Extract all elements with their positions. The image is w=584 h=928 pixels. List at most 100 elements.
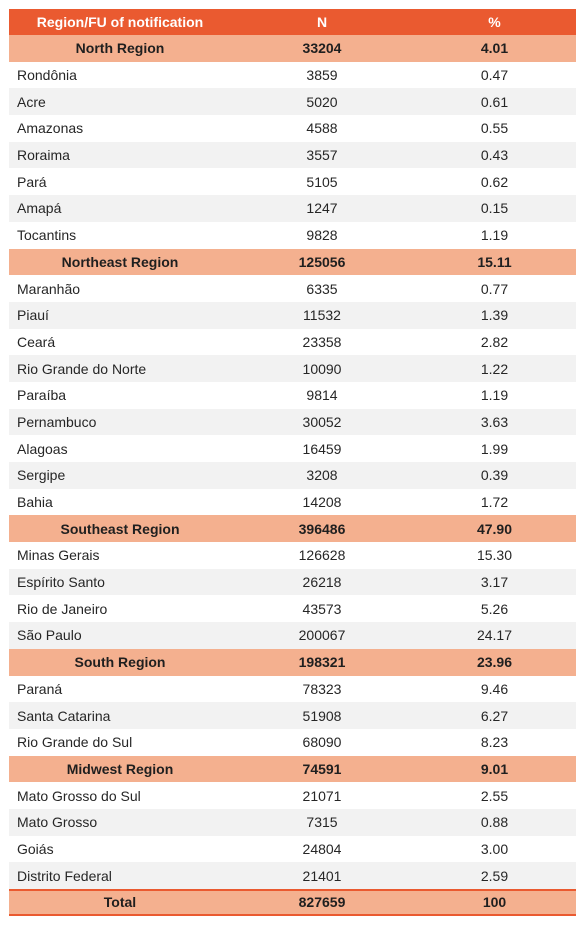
region-n: 33204 bbox=[302, 40, 342, 57]
state-name: Rio Grande do Norte bbox=[17, 360, 147, 377]
state-percent: 1.39 bbox=[480, 307, 509, 324]
state-n: 3208 bbox=[306, 467, 338, 484]
state-n: 16459 bbox=[302, 440, 342, 457]
state-n: 6335 bbox=[306, 280, 338, 297]
notification-table: Region/FU of notification N % North Regi… bbox=[9, 9, 576, 916]
region-name: South Region bbox=[74, 654, 166, 671]
state-row: Acre 5020 0.61 bbox=[9, 88, 576, 116]
state-name: Santa Catarina bbox=[17, 707, 111, 724]
state-row: Rondônia 3859 0.47 bbox=[9, 61, 576, 89]
state-row: Minas Gerais 126628 15.30 bbox=[9, 542, 576, 569]
state-row: Rio Grande do Sul 68090 8.23 bbox=[9, 728, 576, 756]
state-n: 21071 bbox=[302, 787, 342, 804]
state-row: Distrito Federal 21401 2.59 bbox=[9, 862, 576, 889]
state-percent: 0.77 bbox=[480, 280, 509, 297]
state-percent: 0.61 bbox=[480, 93, 509, 110]
state-percent: 9.46 bbox=[480, 680, 509, 697]
state-name: Rondônia bbox=[17, 67, 77, 84]
state-n: 7315 bbox=[306, 814, 338, 831]
state-name: Pernambuco bbox=[17, 413, 97, 430]
header-region: Region/FU of notification bbox=[36, 14, 204, 30]
state-name: Espírito Santo bbox=[17, 574, 105, 591]
region-percent: 15.11 bbox=[477, 253, 512, 270]
state-n: 126628 bbox=[298, 547, 346, 564]
state-name: Minas Gerais bbox=[17, 547, 100, 564]
state-percent: 6.27 bbox=[480, 707, 509, 724]
region-name: North Region bbox=[75, 40, 165, 57]
state-name: Ceará bbox=[17, 333, 56, 350]
state-n: 51908 bbox=[302, 707, 342, 724]
state-name: Mato Grosso do Sul bbox=[17, 787, 141, 804]
state-name: Paraíba bbox=[17, 387, 67, 404]
region-n: 74591 bbox=[302, 760, 342, 777]
state-percent: 1.19 bbox=[480, 387, 509, 404]
state-n: 1247 bbox=[306, 200, 338, 217]
state-name: Maranhão bbox=[17, 280, 81, 297]
state-name: Roraima bbox=[17, 147, 70, 164]
state-name: Piauí bbox=[17, 307, 49, 324]
state-n: 9814 bbox=[306, 387, 338, 404]
state-percent: 0.43 bbox=[480, 147, 509, 164]
state-n: 5105 bbox=[306, 173, 338, 190]
state-row: Goiás 24804 3.00 bbox=[9, 835, 576, 863]
state-row: Piauí 11532 1.39 bbox=[9, 301, 576, 329]
region-row: Southeast Region 396486 47.90 bbox=[9, 515, 576, 543]
state-n: 3859 bbox=[306, 67, 338, 84]
state-n: 43573 bbox=[302, 600, 342, 617]
state-name: Alagoas bbox=[17, 440, 68, 457]
state-percent: 0.55 bbox=[480, 120, 509, 137]
total-label: Total bbox=[103, 894, 137, 911]
state-percent: 3.17 bbox=[480, 574, 509, 591]
state-row: Pará 5105 0.62 bbox=[9, 168, 576, 196]
state-row: Alagoas 16459 1.99 bbox=[9, 435, 576, 462]
state-name: Acre bbox=[17, 93, 46, 110]
state-n: 14208 bbox=[302, 494, 342, 511]
state-name: Rio de Janeiro bbox=[17, 600, 108, 617]
header-percent: % bbox=[488, 14, 501, 30]
state-name: Amazonas bbox=[17, 120, 84, 137]
state-name: Pará bbox=[17, 173, 47, 190]
state-name: Sergipe bbox=[17, 467, 66, 484]
state-percent: 1.72 bbox=[480, 494, 509, 511]
state-percent: 15.30 bbox=[476, 547, 513, 564]
state-name: Tocantins bbox=[17, 227, 77, 244]
state-row: Maranhão 6335 0.77 bbox=[9, 275, 576, 302]
state-row: Tocantins 9828 1.19 bbox=[9, 221, 576, 249]
region-percent: 47.90 bbox=[476, 520, 513, 537]
state-name: Bahia bbox=[17, 494, 53, 511]
state-percent: 2.82 bbox=[480, 333, 509, 350]
state-percent: 3.00 bbox=[480, 840, 509, 857]
state-n: 30052 bbox=[302, 413, 342, 430]
region-name: Southeast Region bbox=[60, 520, 180, 537]
state-percent: 3.63 bbox=[480, 413, 509, 430]
state-n: 200067 bbox=[298, 627, 346, 644]
region-row: Midwest Region 74591 9.01 bbox=[9, 755, 576, 783]
state-percent: 2.55 bbox=[480, 787, 509, 804]
region-percent: 23.96 bbox=[476, 654, 513, 671]
total-row: Total 827659 100 bbox=[9, 889, 576, 916]
state-n: 5020 bbox=[306, 93, 338, 110]
state-percent: 0.47 bbox=[480, 67, 509, 84]
region-n: 198321 bbox=[298, 654, 346, 671]
state-row: Rio de Janeiro 43573 5.26 bbox=[9, 595, 576, 623]
state-name: Mato Grosso bbox=[17, 814, 98, 831]
state-name: São Paulo bbox=[17, 627, 82, 644]
table-header: Region/FU of notification N % bbox=[9, 9, 576, 35]
state-n: 24804 bbox=[302, 840, 342, 857]
state-row: Santa Catarina 51908 6.27 bbox=[9, 702, 576, 729]
state-n: 10090 bbox=[302, 360, 342, 377]
state-n: 11532 bbox=[303, 307, 341, 324]
state-row: Paraná 78323 9.46 bbox=[9, 675, 576, 703]
state-name: Rio Grande do Sul bbox=[17, 734, 133, 751]
state-n: 9828 bbox=[306, 227, 338, 244]
state-n: 26218 bbox=[302, 574, 342, 591]
state-row: São Paulo 200067 24.17 bbox=[9, 622, 576, 649]
state-row: Mato Grosso do Sul 21071 2.55 bbox=[9, 782, 576, 809]
state-n: 68090 bbox=[302, 734, 342, 751]
state-n: 4588 bbox=[306, 120, 338, 137]
state-row: Paraíba 9814 1.19 bbox=[9, 381, 576, 409]
state-row: Ceará 23358 2.82 bbox=[9, 328, 576, 356]
state-row: Bahia 14208 1.72 bbox=[9, 488, 576, 516]
state-percent: 8.23 bbox=[480, 734, 509, 751]
state-percent: 0.39 bbox=[480, 467, 509, 484]
